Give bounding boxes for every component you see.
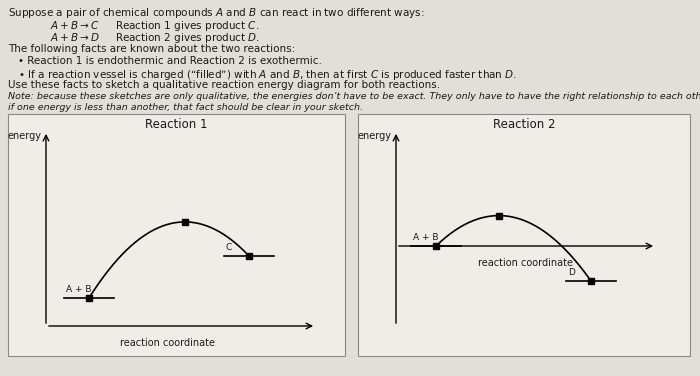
Text: energy: energy (358, 131, 392, 141)
Bar (8, 114, 345, 356)
Text: • Reaction 1 is endothermic and Reaction 2 is exothermic.: • Reaction 1 is endothermic and Reaction… (18, 56, 322, 66)
Text: if one energy is less than another, that fact should be clear in your sketch.: if one energy is less than another, that… (8, 103, 363, 112)
Text: reaction coordinate: reaction coordinate (120, 338, 215, 348)
Text: energy: energy (8, 131, 42, 141)
Text: Reaction 1: Reaction 1 (146, 118, 208, 131)
Text: Reaction 2: Reaction 2 (493, 118, 555, 131)
Text: • If a reaction vessel is charged (“filled”) with $A$ and $B$, then at first $C$: • If a reaction vessel is charged (“fill… (18, 68, 517, 82)
Text: reaction coordinate: reaction coordinate (479, 258, 573, 268)
Text: Reaction 2 gives product $D$.: Reaction 2 gives product $D$. (115, 31, 260, 45)
Text: Use these facts to sketch a qualitative reaction energy diagram for both reactio: Use these facts to sketch a qualitative … (8, 80, 440, 90)
Text: $A+B\rightarrow D$: $A+B\rightarrow D$ (50, 31, 99, 43)
Text: D: D (568, 268, 575, 277)
Text: A + B: A + B (66, 285, 92, 294)
Text: Suppose a pair of chemical compounds $A$ and $B$ can react in two different ways: Suppose a pair of chemical compounds $A$… (8, 6, 425, 20)
Text: Note: because these sketches are only qualitative, the energies don’t have to be: Note: because these sketches are only qu… (8, 92, 700, 101)
Bar (358, 114, 690, 356)
Text: The following facts are known about the two reactions:: The following facts are known about the … (8, 44, 295, 54)
Text: Reaction 1 gives product $C$.: Reaction 1 gives product $C$. (115, 19, 259, 33)
Text: C: C (226, 243, 232, 252)
Text: A + B: A + B (413, 233, 438, 242)
Text: $A+B\rightarrow C$: $A+B\rightarrow C$ (50, 19, 99, 31)
